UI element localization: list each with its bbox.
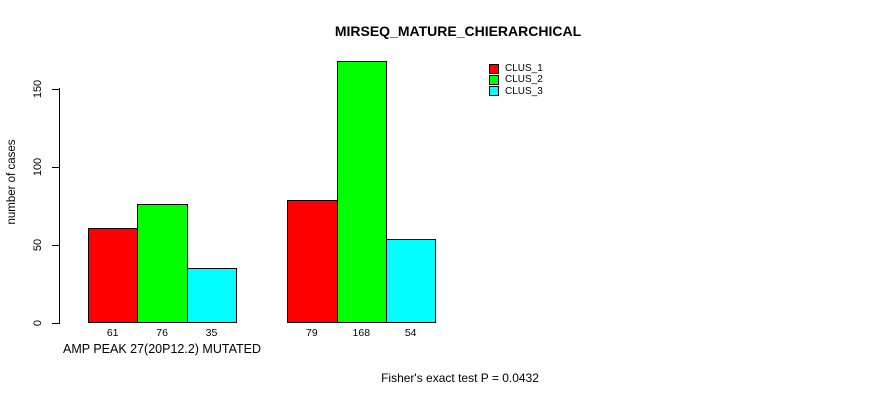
- legend-swatch-clus_2: [489, 74, 499, 85]
- bar-group1-clus_3: [186, 268, 238, 323]
- chart-title: MIRSEQ_MATURE_CHIERARCHICAL: [334, 23, 582, 39]
- bar-value-label-group1-clus_3: 35: [205, 327, 218, 339]
- y-axis-title: number of cases: [6, 139, 18, 225]
- bar-value-label-group1-clus_1: 61: [106, 327, 119, 339]
- legend-label-clus_3: CLUS_3: [505, 85, 543, 97]
- bar-group1-clus_2: [137, 204, 188, 323]
- x-axis-group-label: AMP PEAK 27(20P12.2) MUTATED: [63, 342, 261, 356]
- y-axis-line: [59, 88, 60, 324]
- y-tick-label-150: 150: [32, 79, 44, 99]
- y-tick-mark-150: [52, 89, 59, 90]
- legend-label-clus_1: CLUS_1: [505, 63, 543, 75]
- bar-group1-clus_1: [88, 227, 139, 323]
- y-tick-mark-0: [52, 323, 59, 324]
- bar-value-label-group2-clus_1: 79: [306, 327, 318, 339]
- bar-value-label-group1-clus_2: 76: [156, 327, 168, 339]
- bar-value-label-group2-clus_2: 168: [352, 327, 371, 339]
- y-tick-mark-50: [52, 245, 59, 246]
- bar-value-label-group2-clus_3: 54: [404, 327, 417, 339]
- legend: CLUS_1 CLUS_2 CLUS_3: [489, 63, 543, 97]
- bar-group2-clus_3: [386, 238, 437, 323]
- y-tick-label-50: 50: [32, 238, 44, 252]
- legend-row-clus_2: CLUS_2: [489, 74, 543, 85]
- y-tick-label-0: 0: [32, 319, 44, 327]
- legend-label-clus_2: CLUS_2: [505, 74, 543, 86]
- stat-annotation: Fisher's exact test P = 0.0432: [381, 371, 539, 385]
- legend-row-clus_1: CLUS_1: [489, 63, 543, 74]
- bar-group2-clus_1: [287, 199, 338, 323]
- legend-row-clus_3: CLUS_3: [489, 86, 543, 97]
- y-tick-mark-100: [52, 167, 59, 168]
- bar-group2-clus_2: [336, 60, 387, 323]
- y-tick-label-100: 100: [32, 157, 44, 177]
- legend-swatch-clus_1: [489, 63, 499, 74]
- legend-swatch-clus_3: [489, 86, 499, 97]
